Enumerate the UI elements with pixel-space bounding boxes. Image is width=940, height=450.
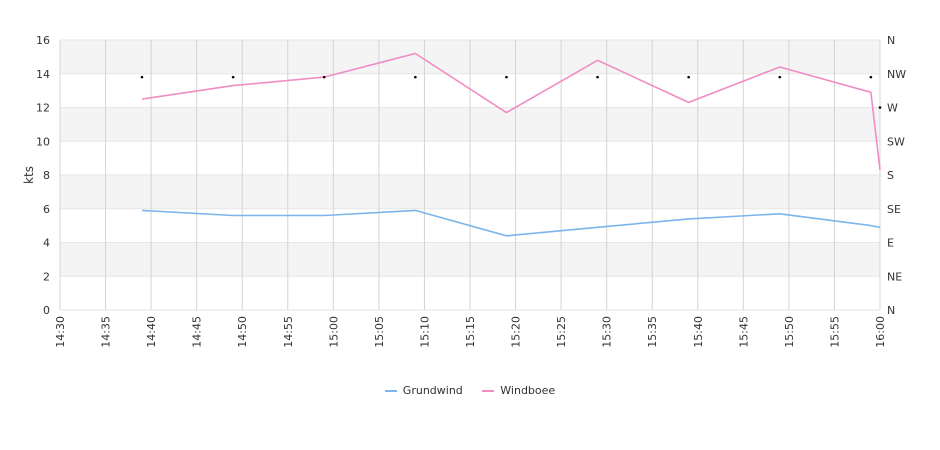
x-tick-label: 14:55 xyxy=(282,316,295,348)
series-line-grundwind xyxy=(141,209,881,237)
direction-point xyxy=(414,75,417,79)
y-tick-label: 4 xyxy=(43,237,50,250)
y-tick-label: 14 xyxy=(36,68,50,81)
direction-points xyxy=(140,75,882,109)
direction-tick-label: N xyxy=(887,304,895,317)
y-tick-label: 2 xyxy=(43,270,50,283)
legend-swatch-grundwind xyxy=(384,390,397,392)
vertical-grid xyxy=(59,40,881,310)
y-tick-label: 12 xyxy=(36,102,50,115)
direction-point xyxy=(778,75,782,79)
x-tick-label: 14:35 xyxy=(100,316,113,348)
direction-tick-label: S xyxy=(887,169,894,182)
direction-tick-label: NW xyxy=(887,68,906,81)
direction-point xyxy=(869,75,873,79)
direction-tick-label: N xyxy=(887,34,895,47)
legend-label-grundwind: Grundwind xyxy=(402,384,463,397)
direction-point xyxy=(231,75,235,79)
direction-point xyxy=(505,75,508,79)
x-tick-label: 16:00 xyxy=(874,316,887,348)
legend-swatch-windboee xyxy=(482,390,495,392)
x-tick-label: 15:45 xyxy=(737,316,750,348)
x-tick-label: 15:05 xyxy=(373,316,386,348)
series-line-windboee xyxy=(141,52,881,170)
direction-tick-label: E xyxy=(887,237,894,250)
legend-item-grundwind[interactable]: Grundwind xyxy=(384,384,463,397)
x-tick-label: 15:40 xyxy=(692,316,705,348)
direction-tick-label: NE xyxy=(887,270,902,283)
y-axis-ticks: 0 2 4 6 8 10 12 14 16 xyxy=(36,34,50,317)
y-tick-label: 0 xyxy=(43,304,50,317)
x-axis-ticks: 14:30 14:35 14:40 14:45 14:50 14:55 15:00 15:05… xyxy=(54,316,887,348)
x-tick-label: 15:00 xyxy=(327,316,340,348)
x-tick-label: 14:30 xyxy=(54,316,67,348)
direction-tick-label: SW xyxy=(887,135,905,148)
direction-point xyxy=(878,106,882,109)
y-axis-title: kts xyxy=(22,166,36,184)
series-lines xyxy=(141,52,881,237)
direction-axis-ticks: N NE E SE S SW W NW N xyxy=(887,34,906,317)
y-tick-label: 8 xyxy=(43,169,50,182)
direction-point xyxy=(140,75,144,79)
x-tick-label: 15:20 xyxy=(510,316,523,348)
direction-tick-label: SE xyxy=(887,203,901,216)
x-tick-label: 14:40 xyxy=(145,316,158,348)
x-tick-label: 15:30 xyxy=(601,316,614,348)
y-tick-label: 10 xyxy=(36,135,50,148)
legend: Grundwind Windboee xyxy=(0,384,940,397)
x-tick-label: 15:10 xyxy=(418,316,431,348)
direction-point xyxy=(596,75,599,79)
x-tick-label: 15:35 xyxy=(646,316,659,348)
x-tick-label: 15:25 xyxy=(555,316,568,348)
x-tick-label: 15:15 xyxy=(464,316,477,348)
direction-point xyxy=(322,75,326,79)
x-tick-label: 15:55 xyxy=(828,316,841,348)
x-tick-label: 14:50 xyxy=(236,316,249,348)
y-tick-label: 16 xyxy=(36,34,50,47)
direction-tick-label: W xyxy=(887,102,898,115)
x-tick-label: 14:45 xyxy=(191,316,204,348)
legend-item-windboee[interactable]: Windboee xyxy=(482,384,555,397)
x-tick-label: 15:50 xyxy=(783,316,796,348)
y-tick-label: 6 xyxy=(43,203,50,216)
legend-label-windboee: Windboee xyxy=(500,384,556,397)
direction-point xyxy=(687,75,690,79)
